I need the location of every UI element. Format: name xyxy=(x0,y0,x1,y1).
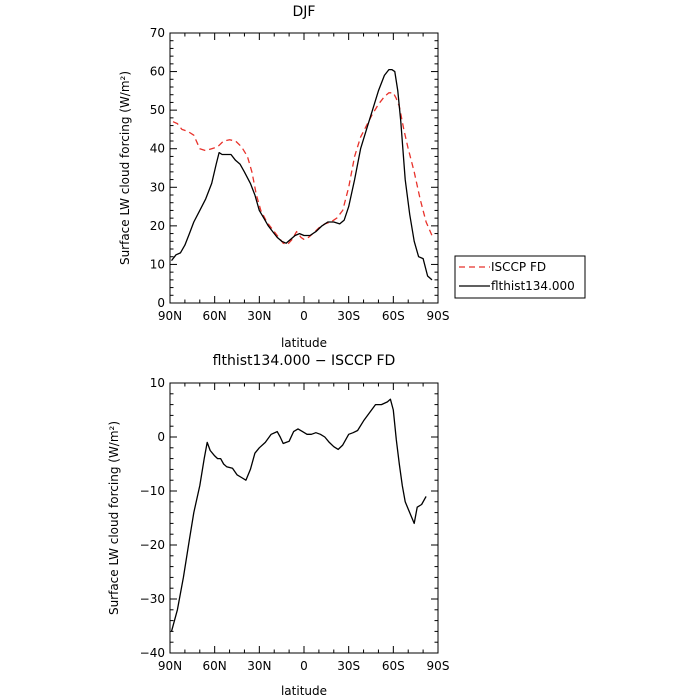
series-line-flthist134-000 xyxy=(170,68,433,281)
x-axis-label: latitude xyxy=(281,336,327,350)
plot-frame xyxy=(169,382,439,654)
panel-djf: DJF Surface LW cloud forcing (W/m²) lati… xyxy=(118,4,449,350)
y-tick-label: 40 xyxy=(150,142,165,156)
legend: ISCCP FD flthist134.000 xyxy=(454,255,586,299)
y-tick-label: −40 xyxy=(140,646,165,660)
x-tick-label: 0 xyxy=(300,309,308,323)
chart-title: flthist134.000 − ISCCP FD xyxy=(213,353,396,369)
x-tick-label: 0 xyxy=(300,659,308,673)
y-tick-label: 10 xyxy=(150,257,165,271)
x-tick-label: 90S xyxy=(427,309,450,323)
x-tick-label: 90S xyxy=(427,659,450,673)
y-tick-label: 10 xyxy=(150,376,165,390)
y-tick-label: 0 xyxy=(157,296,165,310)
x-tick-label: 90N xyxy=(158,309,182,323)
y-tick-label: 20 xyxy=(150,219,165,233)
x-tick-label: 60S xyxy=(382,309,405,323)
x-tick-label: 30N xyxy=(247,309,271,323)
series-group xyxy=(170,398,427,632)
y-tick-label: −20 xyxy=(140,538,165,552)
legend-box xyxy=(454,255,586,299)
y-tick-label: 60 xyxy=(150,65,165,79)
x-axis-label: latitude xyxy=(281,684,327,698)
y-axis-label: Surface LW cloud forcing (W/m²) xyxy=(107,421,121,615)
x-tick-label: 60N xyxy=(203,659,227,673)
series-line-difference xyxy=(170,398,427,632)
x-tick-label: 60S xyxy=(382,659,405,673)
series-line-isccp-fd xyxy=(172,92,433,246)
y-tick-label: 30 xyxy=(150,180,165,194)
y-axis-label: Surface LW cloud forcing (W/m²) xyxy=(118,71,132,265)
legend-label-isccp: ISCCP FD xyxy=(491,260,546,274)
tick-group: 90N 60N 30N 0 30S 60S 90S 0 10 20 30 40 50 60 70 xyxy=(150,26,450,323)
y-tick-label: 70 xyxy=(150,26,165,40)
plot-frame xyxy=(169,32,439,304)
panel-difference: flthist134.000 − ISCCP FD Surface LW clo… xyxy=(107,353,449,698)
series-group xyxy=(170,68,433,281)
x-tick-label: 90N xyxy=(158,659,182,673)
y-tick-label: −10 xyxy=(140,484,165,498)
tick-group: 90N 60N 30N 0 30S 60S 90S −40 −30 −20 −10 0 10 xyxy=(140,376,450,673)
legend-label-model: flthist134.000 xyxy=(491,279,575,293)
x-tick-label: 30N xyxy=(247,659,271,673)
y-tick-label: 50 xyxy=(150,103,165,117)
y-tick-label: −30 xyxy=(140,592,165,606)
chart-title: DJF xyxy=(293,4,316,20)
x-tick-label: 30S xyxy=(337,309,360,323)
x-tick-label: 30S xyxy=(337,659,360,673)
x-tick-label: 60N xyxy=(203,309,227,323)
y-tick-label: 0 xyxy=(157,430,165,444)
